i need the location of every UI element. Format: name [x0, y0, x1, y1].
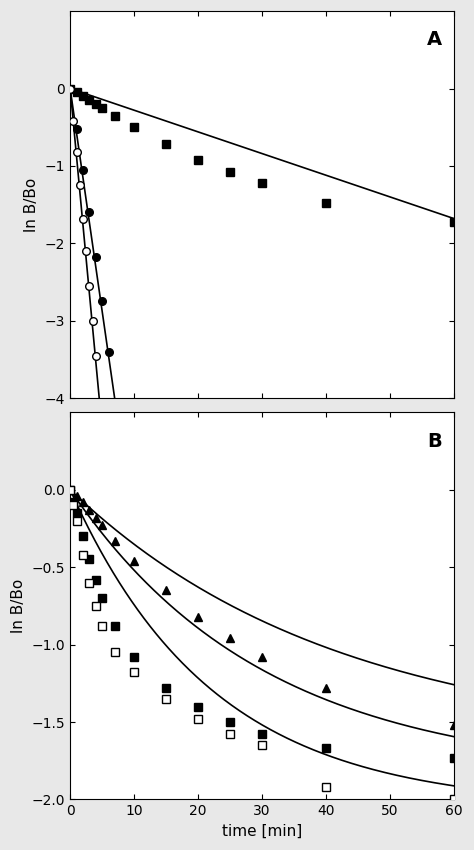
- Y-axis label: ln B/Bo: ln B/Bo: [11, 579, 26, 633]
- Text: A: A: [427, 31, 442, 49]
- Text: B: B: [427, 432, 442, 450]
- X-axis label: time [min]: time [min]: [222, 824, 302, 839]
- Y-axis label: ln B/Bo: ln B/Bo: [24, 178, 39, 232]
